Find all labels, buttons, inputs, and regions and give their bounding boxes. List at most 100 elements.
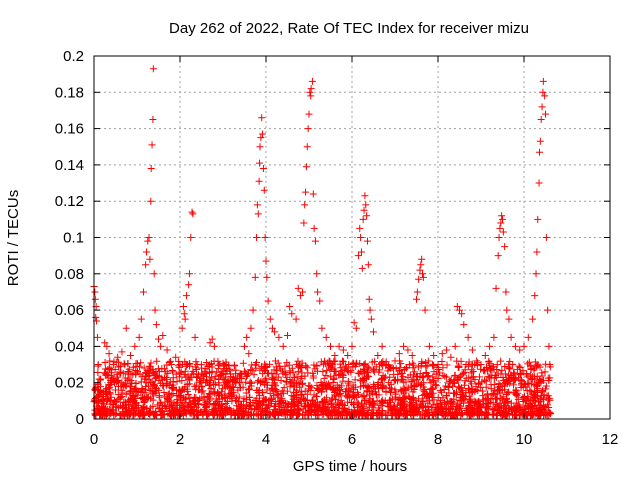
- data-point: [371, 358, 379, 366]
- data-point: [374, 351, 382, 359]
- data-point: [279, 367, 287, 375]
- data-point: [191, 397, 199, 405]
- data-point: [288, 310, 296, 318]
- data-point: [95, 398, 103, 406]
- data-point: [327, 364, 335, 372]
- data-point: [349, 359, 357, 367]
- data-point: [96, 391, 104, 399]
- data-point: [386, 373, 394, 381]
- data-point: [494, 404, 502, 412]
- data-point: [107, 396, 115, 404]
- data-point: [303, 364, 311, 372]
- data-point: [409, 393, 417, 401]
- data-point: [439, 371, 447, 379]
- data-point: [515, 362, 523, 370]
- data-point: [271, 328, 279, 336]
- data-point: [131, 342, 139, 350]
- data-point: [294, 357, 302, 365]
- data-point: [520, 394, 528, 402]
- data-point: [282, 411, 290, 419]
- data-point: [299, 288, 307, 296]
- data-point: [326, 365, 334, 373]
- data-point: [124, 400, 132, 408]
- data-point: [505, 315, 513, 323]
- data-point: [537, 116, 545, 124]
- data-point: [467, 369, 475, 377]
- data-point: [260, 398, 268, 406]
- data-point: [141, 372, 149, 380]
- data-point: [211, 373, 219, 381]
- data-point: [361, 360, 369, 368]
- data-point: [93, 407, 101, 415]
- data-point: [176, 387, 184, 395]
- data-point: [424, 357, 432, 365]
- data-point: [132, 366, 140, 374]
- data-point: [284, 332, 291, 340]
- data-point: [547, 410, 555, 418]
- data-point: [527, 363, 535, 371]
- data-point: [314, 387, 322, 395]
- y-tick-label: 0: [76, 411, 84, 428]
- data-point: [258, 388, 266, 396]
- data-point: [350, 319, 358, 327]
- data-point: [399, 387, 407, 395]
- data-point: [103, 342, 111, 350]
- data-point: [269, 409, 277, 417]
- data-point: [140, 398, 148, 406]
- data-point: [425, 393, 433, 401]
- data-point: [111, 397, 119, 405]
- data-point: [363, 212, 371, 220]
- y-tick-label: 0.08: [55, 266, 84, 283]
- data-point: [301, 387, 309, 395]
- data-point: [461, 393, 469, 401]
- data-point: [232, 394, 240, 402]
- data-point: [264, 297, 272, 305]
- data-point: [526, 397, 534, 405]
- data-point: [259, 130, 267, 138]
- data-point: [472, 398, 480, 406]
- data-point: [96, 382, 104, 390]
- data-point: [335, 390, 343, 398]
- data-point: [147, 197, 155, 205]
- data-point: [330, 374, 338, 382]
- data-point: [538, 406, 546, 414]
- data-point: [97, 407, 105, 415]
- data-point: [398, 375, 406, 383]
- data-point: [348, 342, 356, 350]
- data-point: [164, 390, 172, 398]
- data-point: [457, 402, 465, 410]
- data-point: [149, 116, 157, 124]
- data-point: [450, 389, 458, 397]
- data-point: [360, 375, 368, 383]
- data-point: [328, 407, 336, 415]
- data-point: [307, 85, 315, 93]
- data-point: [313, 381, 321, 389]
- data-point: [329, 402, 337, 410]
- data-point: [496, 224, 504, 232]
- data-point: [105, 350, 113, 358]
- data-point: [109, 374, 117, 382]
- data-point: [276, 405, 284, 413]
- data-point: [305, 110, 313, 118]
- data-point: [442, 411, 450, 419]
- data-point: [242, 378, 250, 386]
- data-point: [162, 373, 170, 381]
- data-point: [107, 379, 115, 387]
- data-point: [287, 406, 295, 414]
- data-point: [378, 382, 386, 390]
- data-point: [150, 381, 158, 389]
- data-point: [208, 367, 216, 375]
- data-point: [269, 374, 277, 382]
- data-point: [200, 394, 208, 402]
- data-point: [149, 380, 157, 388]
- data-point: [167, 361, 175, 369]
- data-point: [367, 387, 375, 395]
- data-point: [484, 373, 492, 381]
- data-point: [296, 383, 304, 391]
- data-point: [360, 362, 368, 370]
- data-point: [483, 399, 491, 407]
- data-point: [195, 400, 203, 408]
- data-point: [150, 411, 158, 419]
- data-point: [259, 165, 267, 173]
- data-point: [137, 315, 145, 323]
